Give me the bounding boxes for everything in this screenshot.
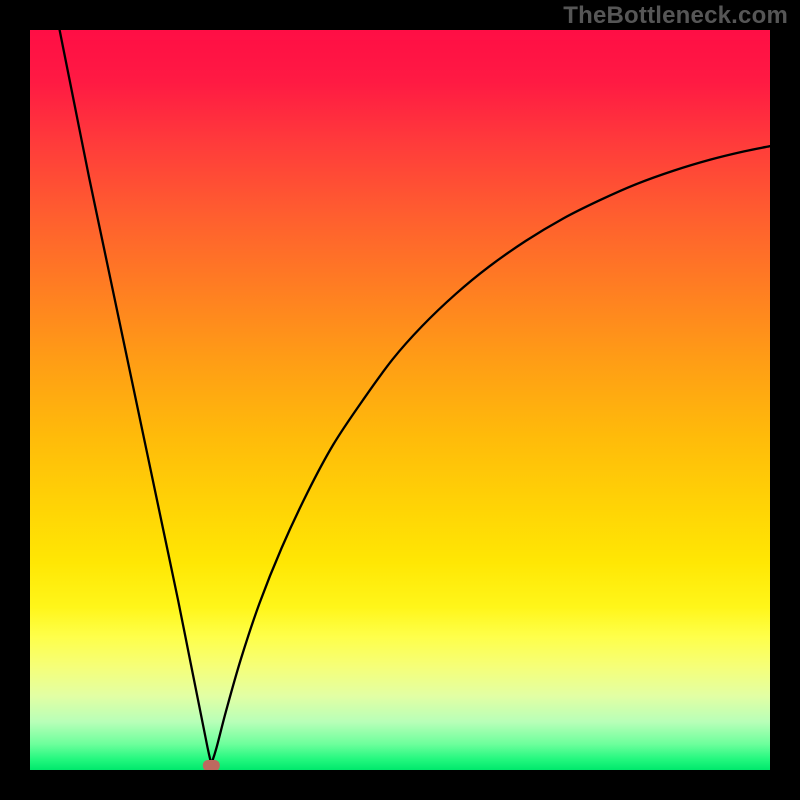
gradient-background: [30, 30, 770, 770]
bottleneck-chart-svg: [30, 30, 770, 770]
optimum-marker: [203, 760, 220, 770]
plot-area: [30, 30, 770, 770]
watermark-text: TheBottleneck.com: [563, 2, 788, 30]
chart-frame: TheBottleneck.com: [0, 0, 800, 800]
